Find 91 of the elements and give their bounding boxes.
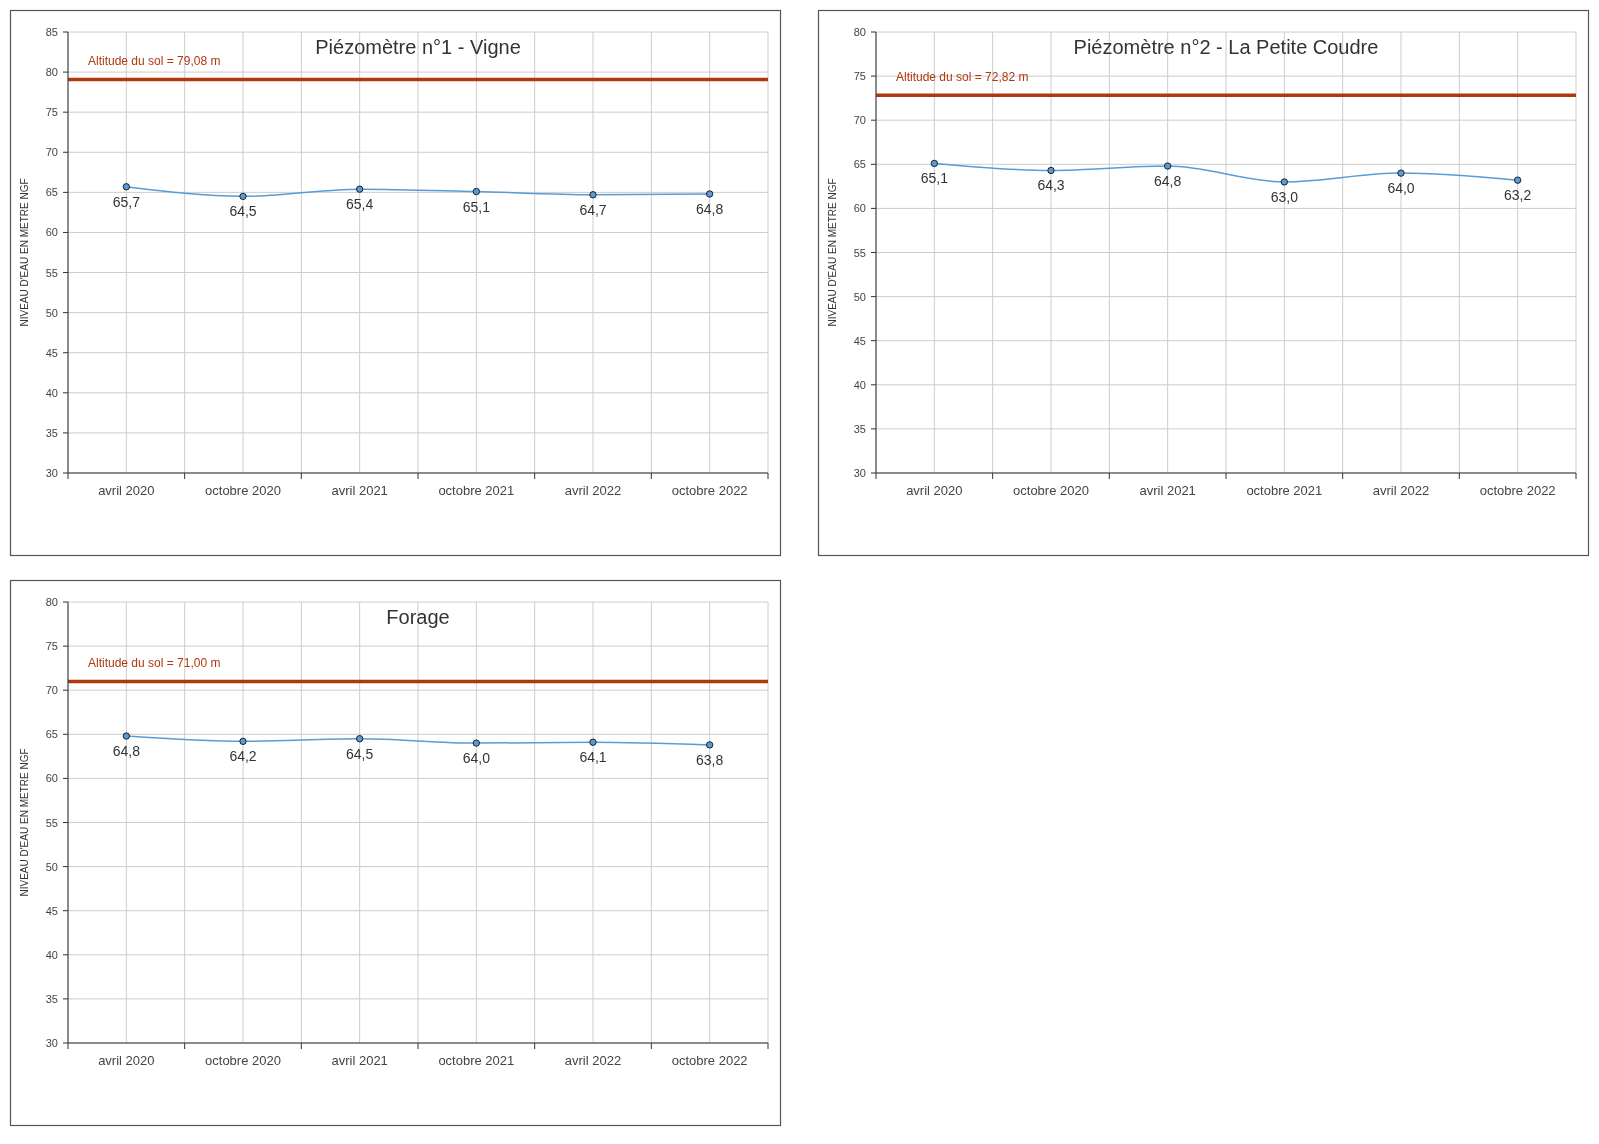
x-tick-label: octobre 2022	[1479, 483, 1556, 498]
point	[930, 159, 938, 168]
ref-line-label: Altitude du sol = 72,82 m	[896, 70, 1029, 85]
data-label: 65,1	[462, 198, 491, 215]
data-label: 63,2	[1504, 187, 1532, 204]
point	[1280, 178, 1288, 186]
y-tick-label: 50	[45, 306, 58, 319]
x-tick-label: avril 2021	[331, 483, 388, 498]
point	[356, 735, 364, 743]
data-label: 63,8	[696, 751, 724, 768]
point	[122, 732, 130, 740]
y-axis-title: NIVEAU D'EAU EN METRE NGF	[19, 178, 30, 327]
chart-title: Forage	[386, 606, 450, 628]
data-label: 64,7	[579, 201, 607, 218]
y-tick-label: 30	[45, 467, 58, 479]
data-label: 64,2	[229, 748, 257, 765]
y-tick-label: 70	[45, 146, 58, 159]
data-label: 64,3	[1037, 177, 1065, 194]
point	[1164, 162, 1172, 170]
x-tick-label: octobre 2021	[1246, 483, 1323, 498]
x-tick-label: avril 2020	[98, 483, 155, 498]
chart-title: Piézomètre n°1 - Vigne	[315, 36, 521, 58]
y-tick-label: 40	[45, 948, 58, 961]
ref-line-label: Altitude du sol = 71,00 m	[88, 656, 221, 671]
data-label: 65,7	[112, 193, 141, 210]
x-tick-label: octobre 2020	[205, 483, 281, 498]
y-tick-label: 80	[45, 66, 58, 79]
y-tick-label: 40	[853, 378, 866, 391]
y-tick-label: 35	[45, 992, 58, 1005]
y-tick-label: 55	[45, 266, 58, 279]
y-tick-label: 75	[853, 70, 866, 83]
data-label: 64,5	[229, 203, 257, 220]
y-tick-label: 70	[853, 114, 866, 127]
x-tick-label: octobre 2021	[438, 483, 515, 498]
data-label: 64,5	[346, 745, 374, 762]
y-tick-label: 75	[45, 640, 58, 653]
y-tick-label: 50	[45, 860, 58, 873]
y-tick-label: 85	[45, 26, 58, 38]
data-label: 63,0	[1270, 188, 1299, 205]
y-tick-label: 60	[45, 772, 58, 785]
x-tick-label: avril 2021	[331, 1053, 388, 1068]
y-tick-label: 40	[45, 386, 58, 399]
point	[239, 737, 247, 745]
y-axis-title: NIVEAU D'EAU EN METRE NGF	[827, 178, 838, 327]
x-tick-label: octobre 2020	[205, 1053, 281, 1068]
y-tick-label: 65	[853, 158, 866, 171]
y-tick-label: 65	[45, 186, 58, 199]
y-tick-label: 45	[853, 334, 866, 347]
y-tick-label: 35	[853, 422, 866, 435]
point	[1514, 176, 1522, 184]
y-tick-label: 45	[45, 904, 58, 917]
y-tick-label: 65	[45, 728, 58, 741]
x-tick-label: avril 2020	[98, 1053, 155, 1068]
y-tick-label: 45	[45, 346, 58, 359]
x-tick-label: avril 2022	[1372, 483, 1430, 498]
point	[1047, 166, 1055, 175]
y-axis-title: NIVEAU D'EAU EN METRE NGF	[19, 748, 30, 897]
chart-title: Piézomètre n°2 - La Petite Coudre	[1073, 36, 1379, 58]
y-tick-label: 60	[853, 202, 866, 215]
y-tick-label: 55	[853, 246, 866, 259]
y-tick-label: 30	[45, 1037, 58, 1049]
data-label: 64,1	[579, 749, 607, 766]
data-label: 64,0	[462, 750, 491, 767]
x-tick-label: octobre 2020	[1013, 483, 1089, 498]
data-label: 64,8	[112, 743, 141, 760]
data-label: 64,0	[1387, 180, 1415, 197]
data-label: 64,8	[696, 200, 724, 217]
x-tick-label: octobre 2022	[671, 483, 748, 498]
x-tick-label: avril 2020	[906, 483, 963, 498]
data-label: 64,8	[1154, 173, 1182, 190]
y-tick-label: 80	[45, 596, 58, 608]
point	[589, 738, 597, 746]
point	[1397, 169, 1405, 177]
data-label: 65,4	[346, 196, 374, 213]
y-tick-label: 70	[45, 684, 58, 697]
point	[706, 741, 714, 749]
y-tick-label: 50	[853, 290, 866, 303]
y-tick-label: 35	[45, 426, 58, 439]
x-tick-label: avril 2022	[564, 483, 622, 498]
y-tick-label: 60	[45, 226, 58, 239]
y-tick-label: 55	[45, 816, 58, 829]
data-label: 65,1	[920, 170, 949, 187]
x-tick-label: octobre 2022	[671, 1053, 748, 1068]
x-tick-label: octobre 2021	[438, 1053, 515, 1068]
x-tick-label: avril 2022	[564, 1053, 622, 1068]
x-tick-label: avril 2021	[1139, 483, 1196, 498]
ref-line-label: Altitude du sol = 79,08 m	[88, 54, 221, 69]
point	[472, 739, 480, 747]
y-tick-label: 30	[853, 467, 866, 479]
y-tick-label: 80	[853, 26, 866, 38]
y-tick-label: 75	[45, 106, 58, 119]
